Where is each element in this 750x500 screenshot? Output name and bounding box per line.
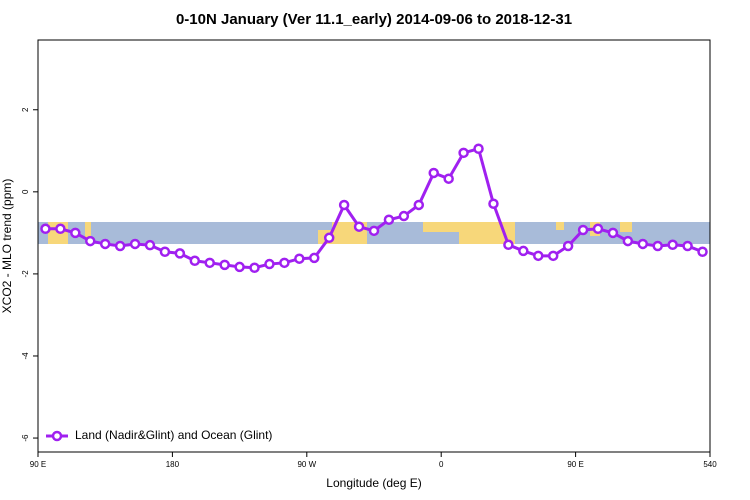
point (682, 240, 693, 252)
point (428, 167, 439, 179)
point (637, 238, 649, 250)
point (85, 235, 96, 247)
point (279, 257, 290, 269)
point (383, 214, 395, 225)
point (40, 223, 51, 235)
x-tick-label: 90 E (567, 460, 583, 469)
y-tick-label: -6 (21, 434, 30, 442)
point (55, 223, 66, 235)
point (622, 235, 634, 247)
point (70, 227, 81, 239)
x-tick-label: 0 (439, 460, 444, 469)
point (592, 223, 604, 235)
point (309, 252, 320, 264)
point (368, 225, 380, 237)
point (353, 221, 365, 232)
point (533, 250, 544, 262)
point (249, 262, 260, 273)
x-tick-label: 540 (703, 460, 717, 469)
point (264, 258, 275, 270)
point (323, 232, 335, 244)
series-line (45, 146, 704, 270)
point (174, 248, 186, 259)
point (234, 261, 245, 273)
point (204, 257, 215, 269)
y-tick-label: -4 (21, 352, 30, 360)
plot-frame (37, 39, 711, 453)
point (294, 253, 305, 264)
x-axis-label: Longitude (deg E) (326, 476, 421, 490)
point (458, 147, 469, 159)
point (547, 250, 559, 262)
point (114, 240, 126, 252)
point (413, 199, 425, 211)
point (652, 240, 663, 252)
point (697, 246, 708, 257)
x-tick-label: 90 W (297, 460, 316, 469)
point (503, 239, 514, 251)
x-tick-label: 180 (166, 460, 180, 469)
point (338, 199, 350, 211)
point (144, 239, 156, 251)
legend-marker (51, 430, 63, 442)
point (99, 238, 111, 250)
point (667, 239, 678, 251)
point (189, 255, 201, 267)
x-tick-label: 90 E (30, 460, 46, 469)
point (159, 246, 171, 257)
point (488, 198, 499, 209)
legend-label: Land (Nadir&Glint) and Ocean (Glint) (75, 428, 272, 442)
land (85, 222, 91, 240)
y-tick-label: -2 (21, 270, 30, 278)
point (473, 143, 484, 154)
point (398, 210, 410, 222)
point (518, 245, 529, 257)
y-axis-label: XCO2 - MLO trend (ppm) (0, 179, 14, 314)
land (556, 222, 564, 230)
y-tick-label: 2 (21, 107, 30, 112)
land (620, 222, 632, 232)
point (562, 240, 574, 252)
point (607, 227, 619, 239)
point (219, 259, 230, 271)
point (129, 238, 141, 250)
point (577, 224, 589, 236)
chart-title: 0-10N January (Ver 11.1_early) 2014-09-0… (176, 11, 572, 28)
y-tick-label: 0 (21, 189, 30, 194)
land (423, 222, 459, 232)
point (443, 173, 454, 184)
